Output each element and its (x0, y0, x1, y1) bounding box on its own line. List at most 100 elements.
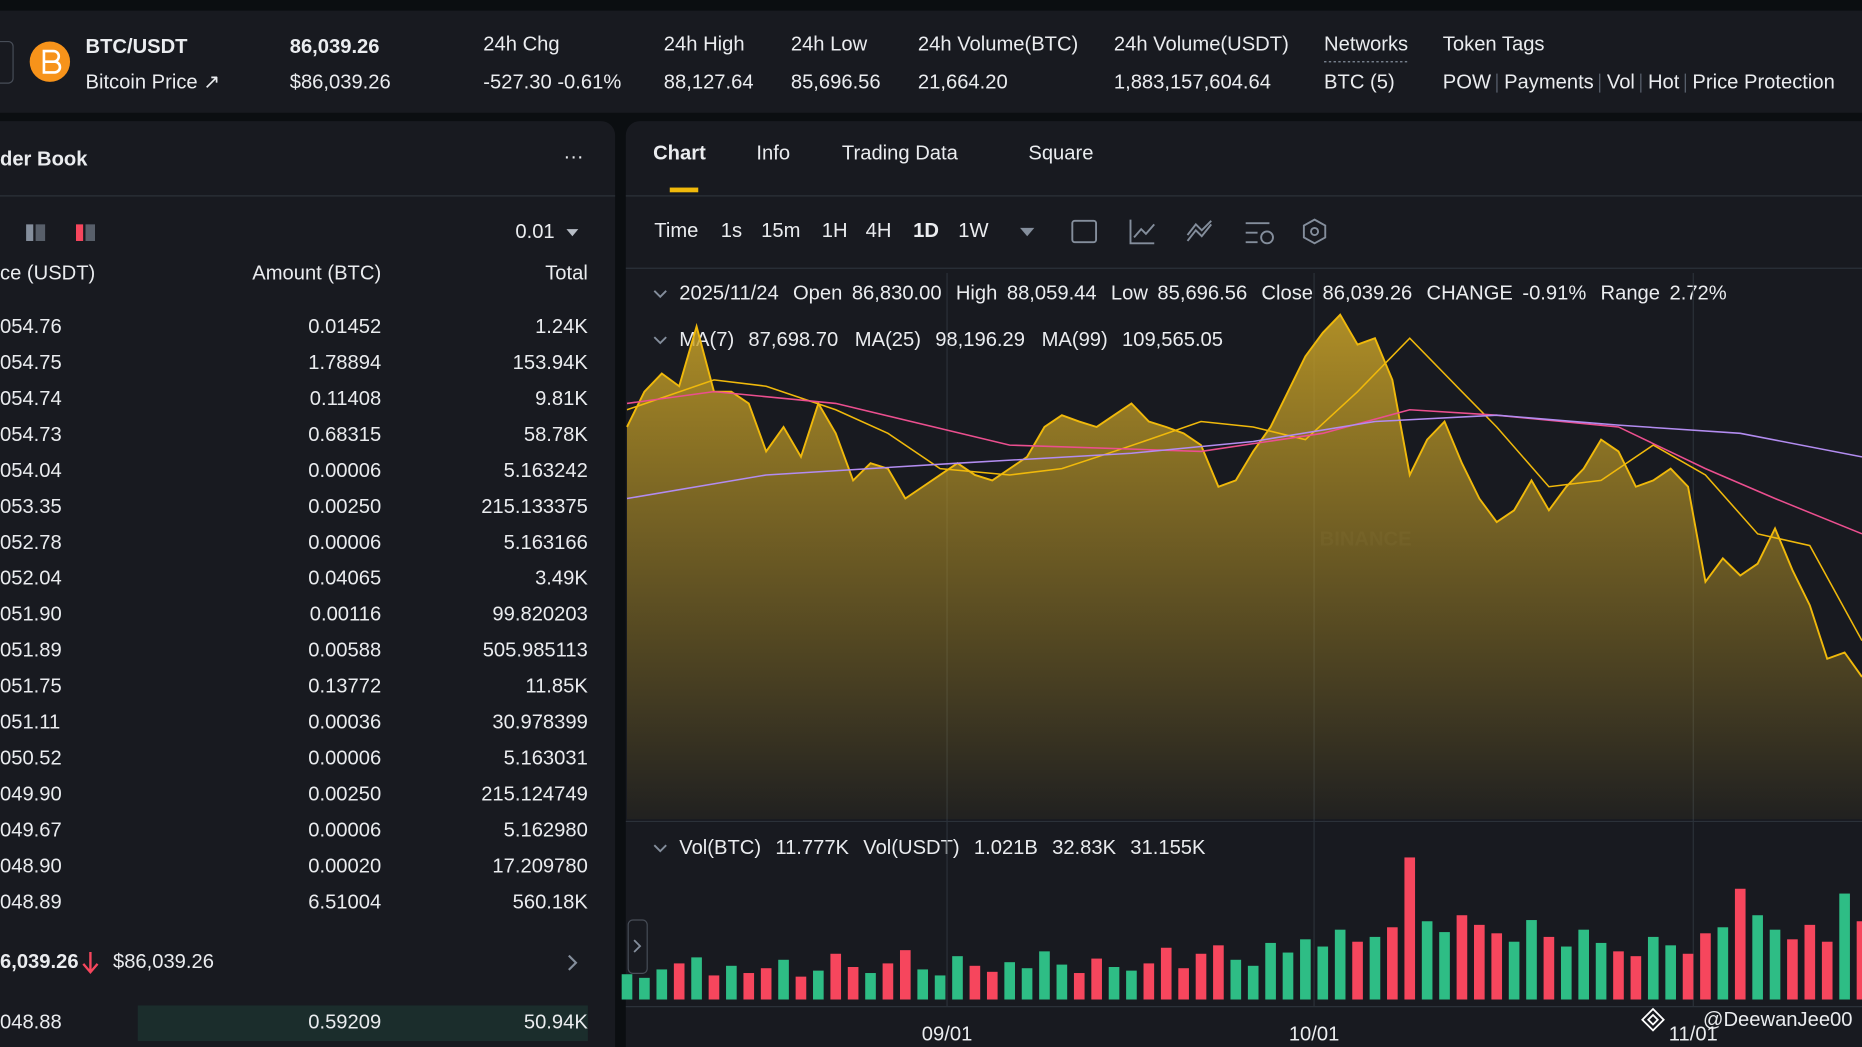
stat-label: Token Tags (1443, 33, 1545, 55)
order-cell: 0.00250 (308, 496, 381, 518)
order-cell: 1.78894 (308, 352, 381, 374)
order-cell: 0.68315 (308, 424, 381, 446)
order-cell: 0.59209 (308, 1012, 381, 1034)
volume-bar (899, 950, 911, 1000)
volume-bar (1213, 945, 1224, 1000)
token-tag[interactable]: Hot (1648, 71, 1680, 93)
collapse-button[interactable] (0, 40, 14, 84)
order-price: 051.75 (0, 676, 62, 698)
view-toggle[interactable] (85, 224, 96, 241)
mid-price: 6,039.26 (0, 951, 79, 973)
depth-bar (137, 1005, 588, 1042)
collapse-icon[interactable] (653, 336, 667, 345)
volume-bar (1856, 921, 1862, 1000)
order-price: 052.04 (0, 568, 62, 590)
token-tag[interactable]: Vol (1607, 71, 1635, 93)
order-price: 054.75 (0, 352, 62, 374)
order-cell: 0.00020 (308, 855, 381, 877)
x-tick-label: 10/01 (1289, 1023, 1339, 1045)
tab-indicator (669, 187, 699, 193)
toolbar-icon[interactable] (1129, 219, 1155, 245)
interval[interactable]: 1s (721, 220, 742, 242)
order-cell: 9.81K (535, 388, 588, 410)
order-cell: 5.163242 (504, 460, 588, 482)
volume-bar (1300, 939, 1311, 1000)
order-price: 054.04 (0, 460, 62, 482)
view-toggle[interactable] (35, 224, 46, 241)
toolbar-icon[interactable] (1186, 220, 1212, 242)
volume-bar (1682, 953, 1694, 1000)
ma-line (626, 390, 1862, 535)
toolbar-icon[interactable] (1071, 219, 1098, 244)
order-price: 048.90 (0, 855, 62, 877)
token-tag[interactable]: Price Protection (1692, 71, 1834, 93)
order-cell: 58.78K (524, 424, 588, 446)
view-toggle[interactable] (76, 224, 84, 241)
legend-text: Low (1111, 283, 1148, 305)
credit-icon (1641, 1007, 1665, 1032)
volume-bar (1230, 959, 1242, 1000)
volume-bar (1578, 929, 1590, 1000)
volume-bar (1265, 942, 1276, 1000)
column-header: ce (USDT) (0, 263, 95, 285)
volume-bar (1126, 970, 1137, 1000)
volume-bar (1839, 893, 1850, 1000)
collapse-icon[interactable] (653, 844, 667, 853)
legend-text: 2.72% (1670, 283, 1727, 305)
order-book-panel (0, 121, 616, 1047)
order-price: 049.67 (0, 820, 62, 842)
price-link[interactable]: Bitcoin Price ↗ (86, 71, 221, 93)
token-tag[interactable]: POW (1443, 71, 1491, 93)
legend-text: 86,830.00 (852, 283, 942, 305)
volume-bar (1091, 958, 1102, 1000)
tab[interactable]: Chart (653, 143, 706, 165)
volume-bar (1039, 951, 1050, 1000)
order-cell: 0.00036 (308, 712, 381, 734)
dropdown-arrow[interactable] (1020, 227, 1035, 237)
stat-value: 85,696.56 (791, 71, 881, 93)
view-toggle[interactable] (26, 224, 34, 241)
volume-bar (1160, 947, 1172, 1000)
volume-bar (743, 973, 755, 1000)
volume-bar (1282, 952, 1294, 1000)
order-cell: 0.00250 (308, 784, 381, 806)
interval[interactable]: 4H (866, 220, 892, 242)
order-cell: 153.94K (513, 352, 589, 374)
interval[interactable]: 15m (761, 220, 800, 242)
order-cell: 215.133375 (481, 496, 588, 518)
volume-bar (1021, 968, 1033, 1000)
volume-bar (1352, 941, 1363, 1000)
interval[interactable]: 1H (822, 220, 848, 242)
menu-button[interactable]: ··· (563, 146, 583, 168)
tab[interactable]: Info (756, 143, 790, 165)
content: BTC/USDT Bitcoin Price ↗ 86,039.26 $86,039.… (0, 33, 1862, 1045)
tab[interactable]: Trading Data (842, 143, 959, 165)
toolbar-icon[interactable] (1302, 218, 1327, 245)
interval[interactable]: 1W (958, 220, 988, 242)
stat-label: 24h Chg (483, 33, 559, 55)
volume-bar (1387, 927, 1398, 1000)
toolbar-icon[interactable] (1245, 222, 1274, 245)
tab[interactable]: Square (1028, 143, 1093, 165)
scroll-arrow (633, 939, 642, 953)
scroll-button[interactable] (627, 919, 648, 974)
legend-text: 109,565.05 (1122, 329, 1223, 351)
stat-value: -527.30 -0.61% (483, 71, 621, 93)
order-cell: 215.124749 (481, 784, 588, 806)
stat-value: 1,883,157,604.64 (1114, 71, 1271, 93)
interval[interactable]: 1D (913, 220, 939, 242)
last-price-usd: $86,039.26 (290, 71, 391, 93)
more-arrow[interactable] (568, 954, 578, 971)
legend-text: Range (1601, 283, 1660, 305)
stat-label: Networks (1324, 33, 1408, 55)
collapse-icon[interactable] (653, 290, 667, 299)
token-tag[interactable]: Payments (1504, 71, 1594, 93)
precision-select[interactable]: 0.01 (515, 221, 554, 243)
x-tick-label: 11/01 (1669, 1023, 1718, 1045)
volume-bar (691, 957, 702, 1000)
order-price: 051.89 (0, 640, 62, 662)
order-price: 051.11 (0, 712, 60, 734)
stat-label: 24h Volume(BTC) (918, 33, 1078, 55)
order-cell: 560.18K (513, 891, 589, 913)
